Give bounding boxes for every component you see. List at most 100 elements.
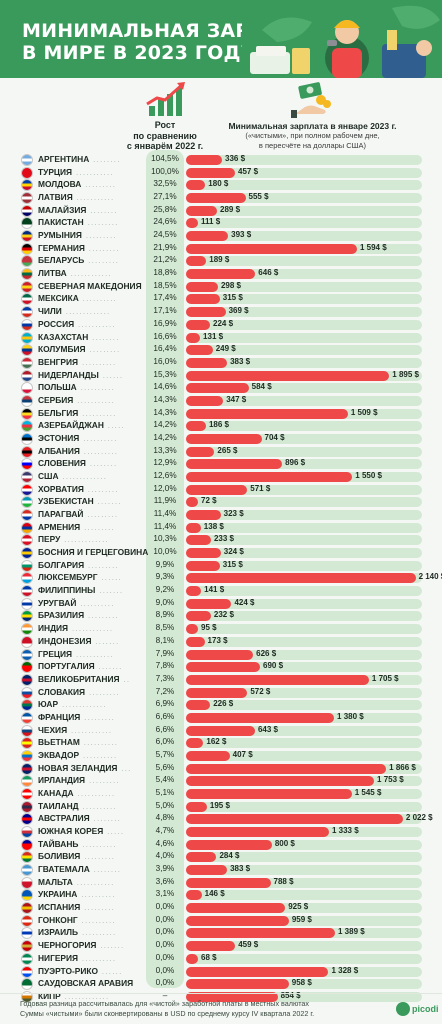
wage-value-label: 180 $	[208, 179, 229, 189]
growth-value: 7,3%	[155, 673, 175, 683]
flag-icon	[21, 534, 33, 547]
country-label: АРГЕНТИНА	[38, 154, 90, 164]
bar-track	[186, 865, 422, 876]
leader-dots: .........	[88, 245, 120, 253]
table-row: РОССИЯ........... 16,9% 224 $	[0, 317, 442, 333]
bar-track	[186, 345, 422, 356]
growth-value: 4,8%	[155, 813, 175, 823]
growth-value: 6,0%	[155, 737, 175, 747]
logo-text: picodi	[412, 1004, 439, 1014]
table-row: АЛБАНИЯ.......... 13,3% 265 $	[0, 444, 442, 460]
wage-value-label: 690 $	[263, 661, 284, 671]
table-row: ПОРТУГАЛИЯ....... 7,8% 690 $	[0, 659, 442, 675]
country-label: МЕКСИКА	[38, 293, 79, 304]
leader-dots: .......	[98, 664, 123, 672]
wage-bar	[186, 510, 221, 521]
growth-value: 11,4%	[153, 509, 177, 519]
bar-track	[186, 231, 422, 242]
flag-icon	[21, 572, 33, 585]
wage-bar	[186, 573, 416, 584]
wage-value-label: 1 895 $	[392, 369, 419, 379]
footer-divider	[0, 993, 442, 994]
flag-icon	[21, 826, 33, 839]
flag-icon	[21, 775, 33, 788]
wage-bar	[186, 941, 236, 952]
country-label: ГВАТЕМАЛА	[38, 864, 90, 875]
wage-value-label: 1 509 $	[350, 407, 378, 417]
bar-track	[186, 256, 422, 267]
table-row: ИСПАНИЯ......... 0,0% 925 $	[0, 900, 442, 916]
table-row: АВСТРАЛИЯ........ 4,8% 2 022 $	[0, 811, 442, 827]
leader-dots: .........	[88, 258, 120, 266]
table-row: САУДОВСКАЯ АРАВИЯ 0,0% 958 $	[0, 976, 442, 992]
table-row: БЕЛАРУСЬ......... 21,2% 189 $	[0, 253, 442, 269]
table-row: НИГЕРИЯ.......... 0,0% 68 $	[0, 951, 442, 967]
bar-track	[186, 205, 422, 216]
country-label: РУМЫНИЯ	[38, 230, 82, 241]
wage-bar	[186, 827, 329, 838]
wage-value-label: 1 328 $	[331, 965, 359, 975]
wage-value-label: 1 753 $	[377, 775, 404, 785]
leader-dots: .........	[85, 233, 117, 241]
table-row: ПАРАГВАЙ......... 11,4% 323 $	[0, 507, 442, 523]
wage-value-label: 249 $	[215, 344, 236, 354]
leader-dots: ..........	[83, 448, 119, 456]
leader-dots: ...........	[76, 879, 115, 887]
growth-value: 16,0%	[153, 356, 177, 366]
table-row: ЧЕХИЯ............ 6,6% 643 $	[0, 723, 442, 739]
flag-icon	[21, 496, 33, 509]
wage-value-label: 131 $	[203, 331, 224, 341]
bar-track	[186, 193, 422, 204]
growth-value: 12,6%	[153, 471, 177, 480]
wage-bar	[186, 890, 202, 901]
money-hand-icon	[290, 82, 331, 118]
wage-value-label: 323 $	[223, 509, 244, 519]
flag-icon	[21, 940, 33, 953]
bar-track	[186, 649, 422, 660]
table-row: РУМЫНИЯ......... 24,5% 393 $	[0, 228, 442, 244]
leader-dots: ..........	[83, 435, 118, 443]
country-label: ХОРВАТИЯ	[38, 483, 84, 494]
wage-bar	[186, 662, 261, 673]
growth-value: 9,2%	[155, 585, 175, 595]
country-label: ГРЕЦИЯ	[38, 648, 73, 659]
wage-bar	[186, 497, 198, 508]
growth-value: 5,0%	[155, 800, 175, 810]
leader-dots: ........	[93, 157, 121, 164]
flag-icon	[21, 344, 33, 357]
bar-track	[186, 421, 422, 432]
leader-dots: ............	[72, 626, 114, 634]
table-row: НОВАЯ ЗЕЛАНДИЯ... 5,6% 1 866 $	[0, 761, 442, 777]
leader-dots: .....	[107, 829, 125, 837]
leader-dots: ........	[93, 816, 122, 824]
country-label: ЧИЛИ	[38, 306, 62, 317]
wage-bar	[186, 319, 211, 330]
country-label: СЕРБИЯ	[38, 394, 74, 405]
flag-icon	[21, 471, 33, 483]
wage-header-title: Минимальная зарплата в январе 2023 г.	[228, 121, 397, 131]
country-label: КИПР	[38, 990, 61, 1001]
wage-bar	[186, 231, 229, 242]
country-label: ЮАР	[38, 699, 59, 710]
growth-value: 12,0%	[153, 483, 177, 493]
table-row: ТАЙВАНЬ.......... 4,6% 800 $	[0, 837, 442, 853]
wage-bar	[186, 484, 248, 495]
flag-icon	[21, 711, 33, 724]
growth-value: 3,1%	[155, 889, 175, 899]
bar-track	[186, 687, 422, 698]
growth-value: 14,2%	[153, 420, 177, 430]
table-row: КАНАДА........... 5,1% 1 545 $	[0, 786, 442, 802]
leader-dots: .........	[85, 182, 117, 190]
flag-icon	[21, 394, 33, 407]
growth-value: 0,0%	[155, 978, 175, 988]
flag-icon	[21, 509, 33, 522]
growth-value: 25,8%	[153, 204, 177, 214]
flag-icon	[21, 788, 33, 800]
bar-track	[186, 332, 422, 343]
country-label: ЛЮКСЕМБУРГ	[38, 572, 98, 583]
wage-bar	[186, 269, 256, 280]
table-row: ИНДИЯ............ 8,5% 95 $	[0, 621, 442, 637]
table-row: БОСНИЯ И ГЕРЦЕГОВИНА 10,0% 324 $	[0, 545, 442, 561]
wage-value-label: 788 $	[273, 876, 294, 886]
table-row: ВЕНГРИЯ.......... 16,0% 383 $	[0, 355, 442, 371]
